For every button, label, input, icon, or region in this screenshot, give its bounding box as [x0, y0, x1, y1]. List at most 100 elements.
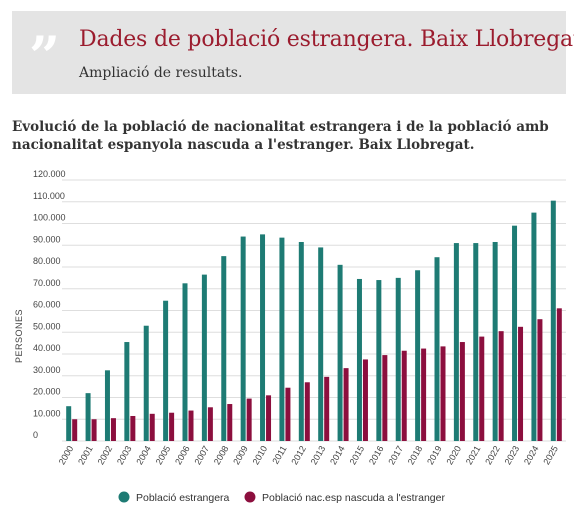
bar-spanish-born-abroad — [498, 331, 504, 441]
bar-spanish-born-abroad — [91, 419, 97, 441]
x-tick-label: 2004 — [134, 444, 153, 466]
bar-spanish-born-abroad — [304, 382, 310, 441]
x-tick-label: 2016 — [367, 444, 386, 466]
x-tick-label: 2001 — [76, 444, 95, 466]
bar-spanish-born-abroad — [130, 415, 136, 441]
bar-spanish-born-abroad — [518, 326, 524, 441]
bar-spanish-born-abroad — [421, 348, 427, 441]
bars — [66, 200, 562, 441]
bar-spanish-born-abroad — [285, 387, 291, 441]
bar-foreign — [415, 270, 421, 441]
x-tick-label: 2000 — [57, 444, 76, 466]
y-axis-ticks: 120.000 110.000 100.000 90.000 80.000 70.000 6… — [33, 169, 66, 440]
bar-foreign — [240, 236, 246, 441]
chart-title: Evolució de la població de nacionalitat … — [12, 119, 549, 153]
bar-foreign — [492, 241, 498, 441]
legend-label-foreign: Població estrangera — [136, 492, 230, 504]
bar-foreign — [550, 200, 556, 441]
bar-foreign — [201, 274, 207, 441]
y-tick-label: 60.000 — [33, 300, 61, 310]
bar-foreign — [512, 225, 518, 441]
header-box: ” Dades de població estrangera. Baix Llo… — [12, 11, 574, 94]
y-tick-label: 90.000 — [33, 234, 61, 244]
x-tick-label: 2018 — [406, 444, 425, 466]
y-tick-label: 40.000 — [33, 343, 61, 353]
x-tick-label: 2005 — [154, 444, 173, 466]
y-tick-label: 30.000 — [33, 365, 61, 375]
y-tick-label: 100.000 — [33, 213, 66, 223]
bar-spanish-born-abroad — [459, 342, 465, 441]
x-tick-label: 2010 — [251, 444, 270, 466]
bar-foreign — [531, 212, 537, 441]
x-tick-label: 2017 — [386, 444, 405, 466]
bar-spanish-born-abroad — [556, 308, 562, 441]
x-tick-label: 2025 — [541, 444, 560, 466]
bar-spanish-born-abroad — [246, 398, 252, 441]
bar-foreign — [453, 243, 459, 441]
bar-spanish-born-abroad — [440, 346, 446, 441]
legend-label-spanish-born-abroad: Població nac.esp nascuda a l'estranger — [262, 492, 445, 504]
y-tick-label: 120.000 — [33, 169, 66, 179]
bar-foreign — [104, 370, 110, 441]
x-tick-label: 2020 — [444, 444, 463, 466]
bar-foreign — [143, 325, 149, 441]
grid-lines — [62, 179, 566, 442]
x-tick-label: 2012 — [289, 444, 308, 466]
x-tick-label: 2023 — [503, 444, 522, 466]
bar-foreign — [85, 393, 91, 441]
page-subtitle: Ampliació de resultats. — [79, 65, 243, 81]
bar-foreign — [124, 342, 130, 441]
x-tick-label: 2022 — [483, 444, 502, 466]
bar-foreign — [356, 278, 362, 441]
y-tick-label: 20.000 — [33, 387, 61, 397]
bar-foreign — [66, 406, 72, 441]
bar-spanish-born-abroad — [227, 404, 233, 441]
page-title: Dades de població estrangera. Baix Llobr… — [79, 27, 574, 52]
x-tick-label: 2011 — [270, 444, 288, 466]
bar-foreign — [279, 237, 285, 441]
bar-foreign — [376, 280, 382, 441]
x-tick-label: 2013 — [309, 444, 328, 466]
x-tick-label: 2007 — [192, 444, 211, 466]
bar-foreign — [473, 243, 479, 441]
bar-spanish-born-abroad — [401, 350, 407, 441]
bar-foreign — [318, 247, 324, 441]
bar-foreign — [298, 241, 304, 441]
x-tick-label: 2015 — [348, 444, 367, 466]
bar-foreign — [260, 234, 266, 441]
bar-spanish-born-abroad — [382, 355, 388, 441]
x-tick-label: 2024 — [522, 444, 541, 466]
y-tick-label: 0 — [33, 430, 38, 440]
y-tick-label: 10.000 — [33, 408, 61, 418]
bar-spanish-born-abroad — [149, 413, 155, 441]
x-tick-label: 2014 — [328, 444, 347, 466]
y-tick-label: 110.000 — [33, 191, 65, 201]
x-tick-label: 2006 — [173, 444, 192, 466]
bar-spanish-born-abroad — [537, 319, 543, 441]
x-tick-label: 2002 — [96, 444, 115, 466]
bar-spanish-born-abroad — [479, 336, 485, 441]
bar-spanish-born-abroad — [72, 419, 78, 441]
bar-spanish-born-abroad — [110, 418, 116, 441]
legend-item-spanish-born-abroad[interactable]: Població nac.esp nascuda a l'estranger — [244, 491, 446, 505]
bar-spanish-born-abroad — [266, 395, 272, 441]
legend: Població estrangera Població nac.esp nas… — [118, 491, 446, 505]
bar-spanish-born-abroad — [343, 368, 349, 441]
legend-item-foreign[interactable]: Població estrangera — [118, 491, 230, 505]
y-tick-label: 80.000 — [33, 256, 61, 266]
x-axis-ticks: 2000 2001 2002 2003 2004 2005 2006 2007 2008 2009… — [57, 444, 560, 466]
bar-foreign — [182, 283, 188, 441]
bar-spanish-born-abroad — [207, 407, 213, 441]
x-tick-label: 2003 — [115, 444, 134, 466]
x-tick-label: 2009 — [231, 444, 250, 466]
bar-spanish-born-abroad — [169, 412, 175, 441]
bar-foreign — [337, 264, 343, 441]
y-axis-label: PERSONES — [14, 309, 24, 363]
x-tick-label: 2008 — [212, 444, 231, 466]
legend-swatch-spanish-born-abroad — [244, 491, 256, 503]
y-tick-label: 70.000 — [33, 278, 61, 288]
bar-spanish-born-abroad — [362, 359, 368, 441]
x-tick-label: 2019 — [425, 444, 444, 466]
bar-foreign — [221, 256, 227, 441]
